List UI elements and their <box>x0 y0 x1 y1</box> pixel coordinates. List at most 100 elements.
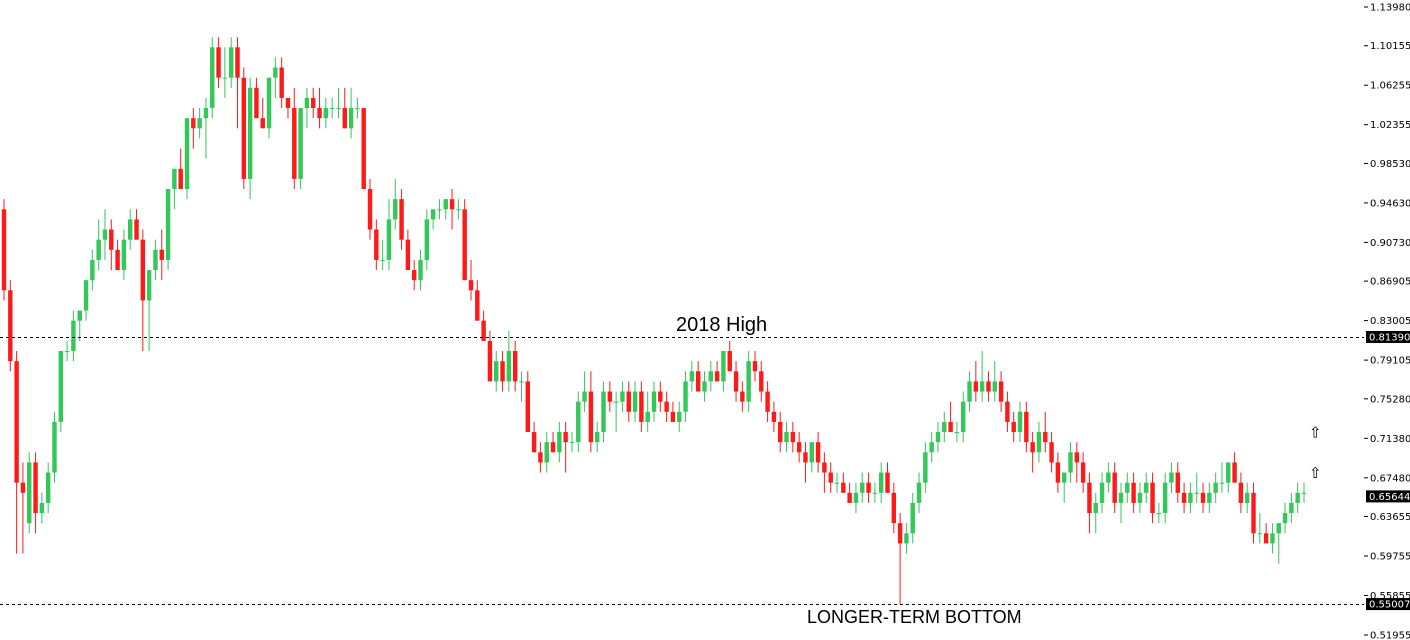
candle <box>601 381 606 443</box>
candle <box>285 97 291 119</box>
candle <box>790 421 796 453</box>
candle-body <box>639 391 644 422</box>
candle-body <box>336 108 341 110</box>
level-price-tag: 0.81390 <box>1366 330 1410 343</box>
candle <box>83 280 89 321</box>
candle-body <box>815 442 821 463</box>
candle-body <box>1 209 7 291</box>
candle-body <box>380 259 385 261</box>
candle-body <box>613 401 619 403</box>
current-price-tag: 0.65644 <box>1366 490 1410 503</box>
candle <box>1125 472 1130 503</box>
candle-body <box>1257 533 1263 535</box>
candle <box>1301 482 1307 503</box>
candle <box>1175 462 1180 503</box>
candle-body <box>866 482 871 493</box>
candle-body <box>531 432 537 453</box>
candle <box>1181 482 1187 514</box>
candle <box>708 361 714 392</box>
candle-body <box>298 108 303 179</box>
candle <box>20 462 26 554</box>
candle-body <box>822 462 827 473</box>
candle <box>803 442 808 483</box>
candle-body <box>399 199 404 240</box>
candle <box>664 391 669 422</box>
candle <box>1068 442 1073 483</box>
candle <box>1043 411 1048 453</box>
candle <box>1131 472 1136 514</box>
candle <box>973 361 979 402</box>
candle <box>752 351 758 382</box>
candle <box>159 229 164 281</box>
candle-body <box>449 199 455 210</box>
candle <box>771 401 777 433</box>
candle-body <box>512 351 518 382</box>
candle-body <box>588 391 594 443</box>
candle <box>626 381 631 422</box>
y-tick-label: 0.63655 <box>1370 512 1410 523</box>
candle-body <box>304 97 310 109</box>
candle-body <box>323 108 329 119</box>
candle-body <box>165 189 171 260</box>
candle <box>27 452 32 534</box>
candle-body <box>904 533 909 544</box>
candle <box>506 330 512 392</box>
candle-body <box>203 108 209 119</box>
candle <box>146 270 152 352</box>
candle <box>784 421 789 453</box>
candle-body <box>184 118 190 190</box>
candle-body <box>1200 492 1206 503</box>
candle-body <box>683 381 688 412</box>
candle <box>658 381 663 412</box>
candle <box>393 178 398 230</box>
candle-body <box>803 452 808 463</box>
candle-body <box>102 229 108 240</box>
candle <box>1 199 7 301</box>
candle-body <box>1055 462 1061 483</box>
candle <box>64 340 70 362</box>
candle <box>45 462 51 514</box>
y-tick-label: 0.59755 <box>1370 552 1410 563</box>
candle <box>948 401 953 433</box>
candle <box>1156 502 1162 524</box>
candle <box>311 87 316 119</box>
candle-body <box>96 239 101 260</box>
candle <box>519 371 524 402</box>
candle-body <box>500 361 505 382</box>
candle-body <box>1270 533 1275 544</box>
candle-body <box>71 320 76 352</box>
candle <box>1263 523 1269 544</box>
candle <box>853 482 859 514</box>
candle-body <box>746 361 751 402</box>
candle <box>872 482 878 503</box>
candle <box>39 492 45 524</box>
candle <box>1188 482 1193 514</box>
candle-body <box>222 77 228 79</box>
candle <box>1093 492 1098 534</box>
candle-body <box>1251 492 1256 534</box>
candle-body <box>52 421 57 473</box>
candle <box>1295 482 1300 514</box>
candle-body <box>27 462 32 524</box>
candle <box>355 97 360 119</box>
candle-body <box>935 432 941 443</box>
candle <box>1080 452 1086 493</box>
candle-body <box>1238 482 1244 503</box>
candle <box>885 462 890 493</box>
candle <box>670 401 676 422</box>
candle <box>411 259 417 291</box>
candle <box>8 280 13 372</box>
candle-body <box>134 219 139 240</box>
candle <box>1106 462 1111 493</box>
candle <box>140 229 146 352</box>
candle <box>1099 472 1105 514</box>
candle-body <box>1263 533 1269 544</box>
candle-body <box>1194 492 1199 494</box>
up-arrow-icon: ⇧ <box>1309 464 1322 482</box>
candle <box>1055 452 1061 493</box>
candle <box>847 482 852 503</box>
candle-body <box>998 381 1004 402</box>
candle <box>1112 462 1117 514</box>
candle <box>424 209 430 271</box>
y-tick-label: 0.90730 <box>1370 238 1410 249</box>
